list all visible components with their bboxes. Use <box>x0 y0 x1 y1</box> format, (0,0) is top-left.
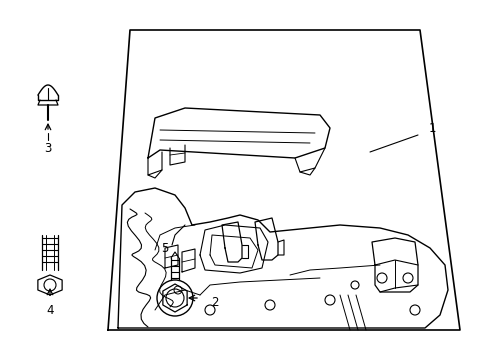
Text: 1: 1 <box>427 122 435 135</box>
Text: 4: 4 <box>46 303 54 316</box>
Text: 2: 2 <box>211 296 218 309</box>
Text: 3: 3 <box>44 141 52 154</box>
Text: 5: 5 <box>161 242 168 255</box>
